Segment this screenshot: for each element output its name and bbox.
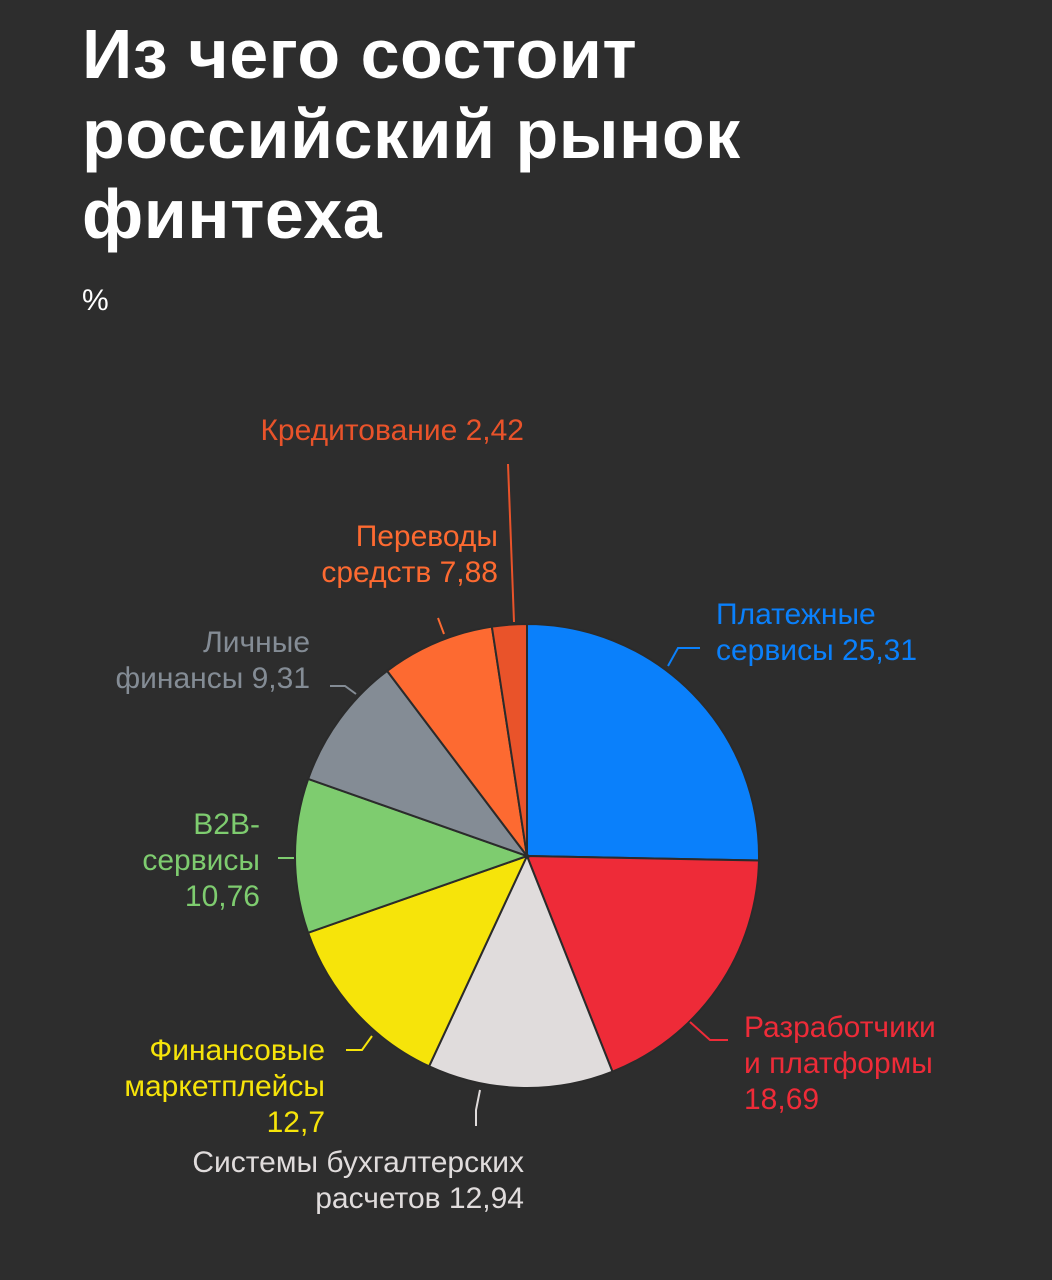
leader-line [689, 1021, 728, 1041]
leader-line [667, 647, 700, 667]
slice-label-line: Системы бухгалтерских [192, 1146, 524, 1179]
slice-label-line: расчетов 12,94 [315, 1182, 524, 1215]
slice-label-line: 12,7 [267, 1106, 325, 1139]
pie-slice [306, 854, 529, 1068]
pie-slice [525, 854, 760, 1073]
slice-label-line: 18,69 [744, 1083, 819, 1116]
pie-slice [294, 777, 531, 935]
slice-label-line: Платежные [716, 598, 876, 631]
slice-label-line: B2B- [193, 808, 260, 841]
pie-slice [427, 853, 614, 1089]
leader-line [437, 617, 445, 635]
leader-line [346, 1035, 373, 1051]
slice-label-line: сервисы 25,31 [716, 634, 917, 667]
slice-label-line: Личные [203, 626, 310, 659]
slice-label-line: Переводы [356, 520, 498, 553]
slice-label: Переводы средств 7,88 [321, 520, 498, 589]
pie-slice [490, 622, 528, 857]
slice-label: Кредитование 2,42 [260, 414, 524, 447]
pie-slice [306, 669, 530, 859]
title-line-3: финтеха [82, 175, 383, 253]
leader-line [507, 463, 515, 623]
leader-line [475, 1089, 481, 1126]
slice-label-line: Кредитование 2,42 [260, 414, 524, 447]
slice-label-line: маркетплейсы [124, 1070, 325, 1103]
slice-label: Личные финансы 9,31 [115, 626, 310, 695]
page-title: Из чего состоит российский рынок финтеха [82, 14, 982, 254]
pie-slice [385, 625, 528, 857]
slice-label-line: средств 7,88 [321, 556, 498, 589]
slice-label-line: 10,76 [185, 880, 260, 913]
slice-label: Финансовые маркетплейсы 12,7 [124, 1034, 325, 1139]
slice-label: Системы бухгалтерских расчетов 12,94 [192, 1146, 524, 1215]
slice-label: Платежные сервисы 25,31 [716, 598, 917, 667]
slice-label-line: Разработчики [744, 1011, 936, 1044]
slice-label: Разработчики и платформы 18,69 [744, 1011, 936, 1116]
slice-label-line: сервисы [142, 844, 260, 877]
title-line-2: российский рынок [82, 95, 741, 173]
slice-label: B2B-сервисы 10,76 [142, 808, 260, 913]
slice-label-line: Финансовые [149, 1034, 325, 1067]
slice-label-line: и платформы [744, 1047, 933, 1080]
pie-slice [526, 622, 760, 862]
title-line-1: Из чего состоит [82, 15, 638, 93]
slice-label-line: финансы 9,31 [115, 662, 310, 695]
leader-line [330, 685, 357, 695]
unit-label: % [82, 284, 109, 317]
